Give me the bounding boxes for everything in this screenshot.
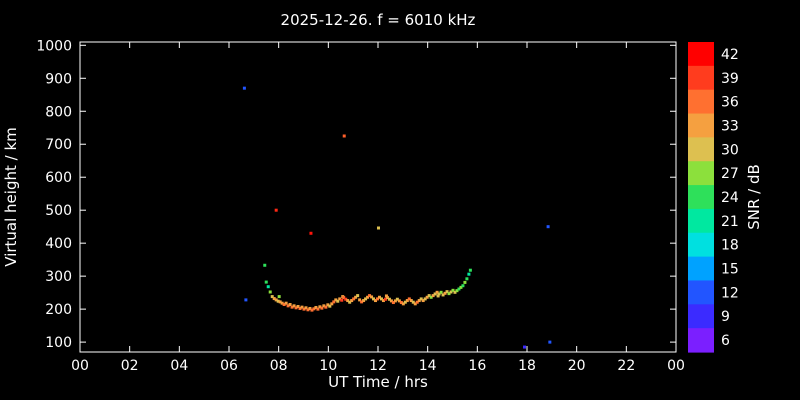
- svg-text:21: 21: [721, 214, 739, 230]
- svg-text:02: 02: [121, 358, 139, 374]
- svg-text:04: 04: [170, 358, 188, 374]
- svg-text:18: 18: [721, 238, 739, 254]
- svg-text:33: 33: [721, 118, 739, 134]
- svg-text:20: 20: [568, 358, 586, 374]
- svg-text:200: 200: [45, 302, 72, 318]
- svg-text:300: 300: [45, 269, 72, 285]
- svg-text:15: 15: [721, 262, 739, 278]
- svg-text:10: 10: [319, 358, 337, 374]
- svg-text:900: 900: [45, 71, 72, 87]
- svg-text:22: 22: [617, 358, 635, 374]
- svg-text:42: 42: [721, 47, 739, 63]
- plot-axes: 00 02 04 06 08 10 12 14 16 18 20 22 00 100 200 300 400 50…: [36, 38, 685, 374]
- chart-title: 2025-12-26. f = 6010 kHz: [281, 11, 476, 29]
- svg-text:400: 400: [45, 236, 72, 252]
- svg-text:700: 700: [45, 137, 72, 153]
- svg-text:800: 800: [45, 104, 72, 120]
- svg-text:27: 27: [721, 166, 739, 182]
- svg-text:12: 12: [369, 358, 387, 374]
- svg-text:18: 18: [518, 358, 536, 374]
- y-axis-label: Virtual height / km: [2, 127, 20, 266]
- svg-text:30: 30: [721, 142, 739, 158]
- colorbar-label: SNR / dB: [745, 164, 763, 230]
- svg-text:06: 06: [220, 358, 238, 374]
- svg-text:600: 600: [45, 170, 72, 186]
- svg-text:00: 00: [71, 358, 89, 374]
- colorbar: 42 39 36 33 30 27 24 21 18 15 12 9 6: [688, 42, 739, 353]
- svg-text:500: 500: [45, 203, 72, 219]
- svg-text:39: 39: [721, 71, 739, 87]
- svg-text:24: 24: [721, 190, 739, 206]
- svg-text:14: 14: [419, 358, 437, 374]
- svg-text:9: 9: [721, 309, 730, 325]
- svg-text:00: 00: [667, 358, 685, 374]
- svg-text:16: 16: [468, 358, 486, 374]
- x-axis-label: UT Time / hrs: [328, 373, 428, 391]
- scatter-points: [242, 86, 552, 349]
- svg-text:36: 36: [721, 95, 739, 111]
- svg-text:08: 08: [270, 358, 288, 374]
- svg-text:1000: 1000: [36, 38, 72, 54]
- svg-text:12: 12: [721, 285, 739, 301]
- svg-text:6: 6: [721, 333, 730, 349]
- svg-text:100: 100: [45, 335, 72, 351]
